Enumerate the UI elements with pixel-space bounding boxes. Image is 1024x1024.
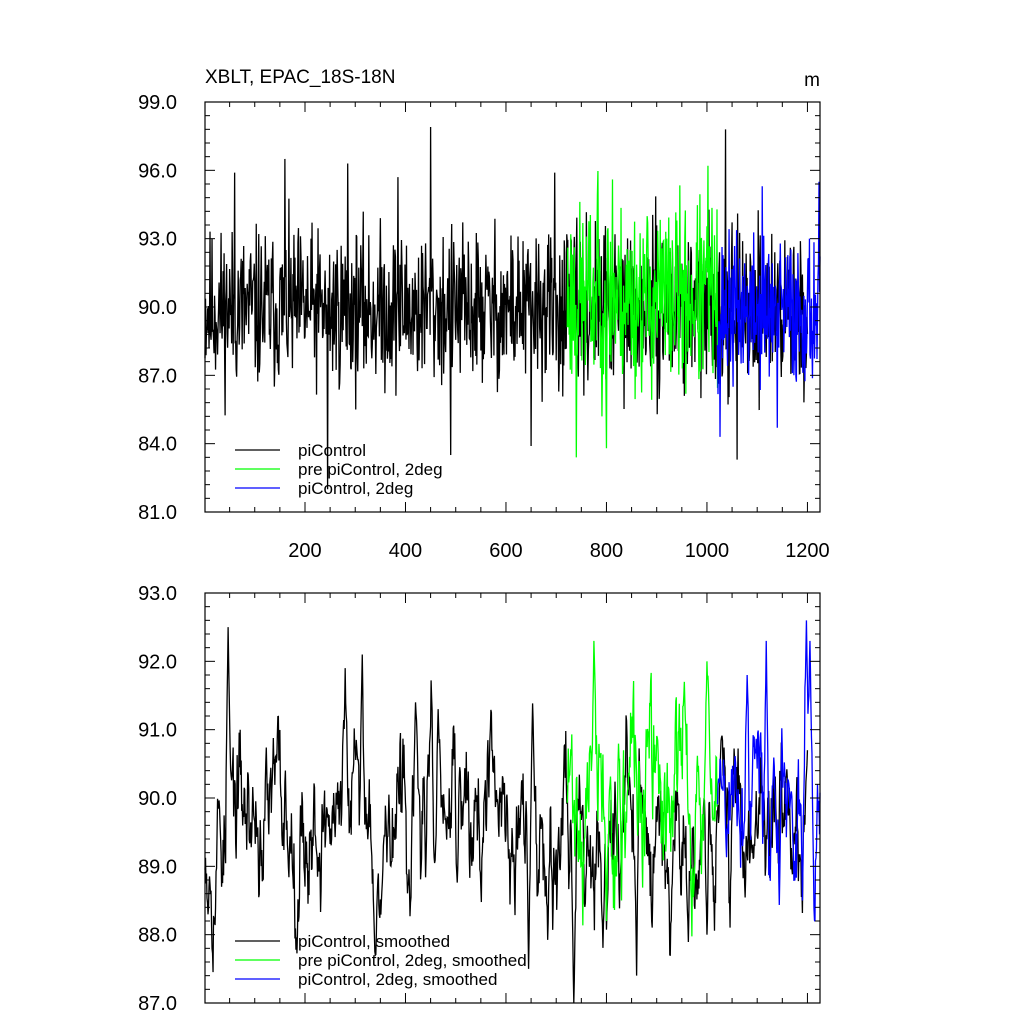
y-tick-label: 96.0 xyxy=(138,160,177,182)
y-tick-label: 93.0 xyxy=(138,229,177,251)
y-tick-label: 84.0 xyxy=(138,434,177,456)
y-tick-label: 89.0 xyxy=(138,856,177,878)
series-line-picontrol-smoothed xyxy=(204,627,809,1004)
legend-label: pre piControl, 2deg xyxy=(298,460,443,479)
x-tick-label: 200 xyxy=(288,540,321,562)
chart-panel-raw: 81.0 84.0 87.0 90.0 93.0 96.0 99.0 200 400 600 800… xyxy=(138,92,830,562)
series-line-picontrol xyxy=(204,127,809,490)
legend-label: piControl, smoothed xyxy=(298,932,450,951)
series-line-picontrol-2deg-smoothed xyxy=(716,620,821,922)
x-tick-label: 1200 xyxy=(785,540,830,562)
series-line-pre-picontrol-2deg xyxy=(566,165,719,458)
x-tick-label: 1000 xyxy=(685,540,730,562)
y-tick-label: 93.0 xyxy=(138,583,177,605)
x-tick-label: 600 xyxy=(489,540,522,562)
series-line-pre-picontrol-2deg-smoothed xyxy=(566,640,719,937)
y-tick-label: 99.0 xyxy=(138,92,177,114)
y-tick-label: 90.0 xyxy=(138,297,177,319)
y-tick-label: 88.0 xyxy=(138,925,177,947)
legend-label: piControl xyxy=(298,441,366,460)
legend-label: pre piControl, 2deg, smoothed xyxy=(298,951,527,970)
legend-label: piControl, 2deg xyxy=(298,479,413,498)
y-tick-label: 87.0 xyxy=(138,365,177,387)
legend-label: piControl, 2deg, smoothed xyxy=(298,970,497,989)
y-tick-label: 81.0 xyxy=(138,502,177,524)
y-tick-label: 92.0 xyxy=(138,651,177,673)
y-tick-label: 87.0 xyxy=(138,993,177,1015)
x-tick-label: 800 xyxy=(590,540,623,562)
x-tick-label: 400 xyxy=(389,540,422,562)
chart-panel-smoothed: 87.0 88.0 89.0 90.0 91.0 92.0 93.0 piControl, s… xyxy=(138,583,821,1015)
series-line-picontrol-2deg xyxy=(716,181,821,437)
units-label: m xyxy=(804,70,820,91)
y-tick-label: 90.0 xyxy=(138,788,177,810)
y-tick-label: 91.0 xyxy=(138,720,177,742)
chart-title: XBLT, EPAC_18S-18N xyxy=(205,67,395,88)
